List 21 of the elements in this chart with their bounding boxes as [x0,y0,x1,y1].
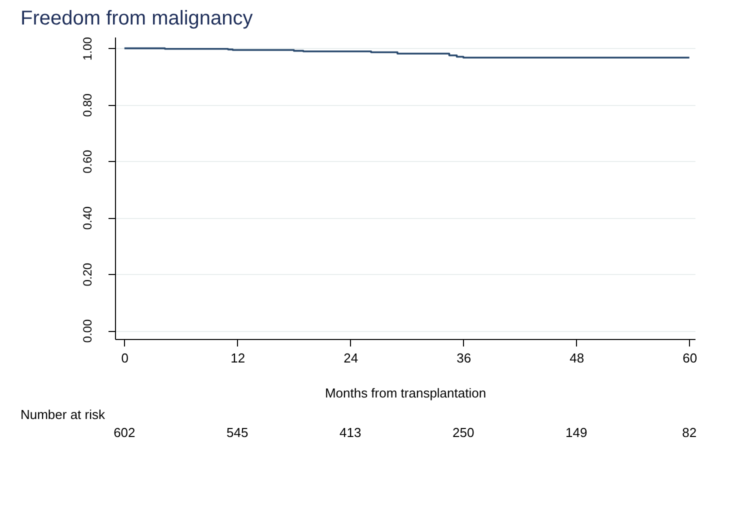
y-tick-label: 0.60 [80,150,94,174]
text: 413 [340,425,362,440]
text: 250 [452,425,474,440]
x-tick-label: 12 [230,350,246,366]
x-tick-label: 36 [456,350,472,366]
text: 545 [226,425,248,440]
x-tick-label: 0 [121,350,129,366]
y-tick-label: 0.40 [80,206,94,230]
y-tick-label: 0.20 [80,262,94,286]
text: 82 [682,425,697,440]
y-tick-label: 0.00 [80,319,94,343]
text: 602 [114,425,136,440]
text: 149 [566,425,588,440]
chart-title: Freedom from malignancy [20,8,253,30]
y-tick-label: 1.00 [80,36,94,60]
text: Number at risk [20,407,106,422]
y-tick-label: 0.80 [80,93,94,117]
x-tick-label: 60 [682,350,698,366]
x-tick-label: 24 [344,350,358,366]
x-tick-label: 48 [570,350,584,366]
x-axis-title: Months from transplantation [324,386,486,400]
